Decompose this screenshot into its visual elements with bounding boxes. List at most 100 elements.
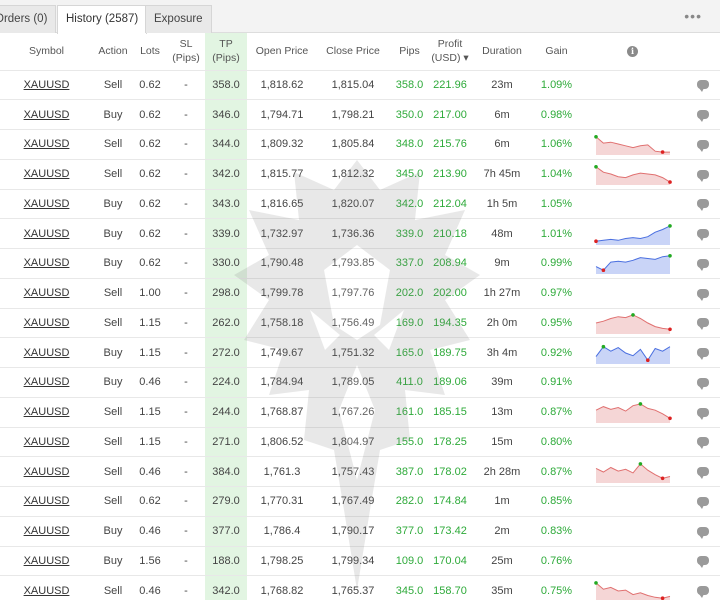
col-header-duration[interactable]: Duration bbox=[482, 45, 522, 58]
symbol-cell[interactable]: XAUUSD bbox=[0, 307, 93, 338]
symbol-cell[interactable]: XAUUSD bbox=[0, 158, 93, 189]
col-header-close-price[interactable]: Close Price bbox=[326, 45, 380, 58]
tab-orders[interactable]: Orders (0) bbox=[0, 5, 57, 33]
lots-cell: 0.62 bbox=[133, 129, 167, 160]
symbol-cell[interactable]: XAUUSD bbox=[0, 426, 93, 457]
table-row[interactable]: XAUUSD Sell 1.15-244.0 1,768.87 1,767.26 161.… bbox=[0, 396, 720, 427]
symbol-cell[interactable]: XAUUSD bbox=[0, 69, 93, 100]
symbol-cell[interactable]: XAUUSD bbox=[0, 277, 93, 308]
comment-icon[interactable] bbox=[697, 258, 709, 271]
gain-cell: 0.83% bbox=[534, 515, 579, 546]
comment-icon[interactable] bbox=[697, 407, 709, 420]
comment-icon[interactable] bbox=[697, 467, 709, 480]
symbol-cell[interactable]: XAUUSD bbox=[0, 456, 93, 487]
table-row[interactable]: XAUUSD Sell 1.15-271.0 1,806.52 1,804.97 155.… bbox=[0, 426, 720, 457]
table-row[interactable]: XAUUSD Sell 0.62-279.0 1,770.31 1,767.49 282.… bbox=[0, 486, 720, 517]
sparkline-chart bbox=[593, 580, 670, 600]
table-row[interactable]: XAUUSD Sell 0.62-342.0 1,815.77 1,812.32 345.… bbox=[0, 158, 720, 189]
symbol-cell[interactable]: XAUUSD bbox=[0, 515, 93, 546]
comment-icon[interactable] bbox=[697, 556, 709, 569]
table-row[interactable]: XAUUSD Sell 0.62-358.0 1,818.62 1,815.04 358.… bbox=[0, 69, 720, 100]
col-header-comment bbox=[686, 33, 720, 70]
symbol-cell[interactable]: XAUUSD bbox=[0, 486, 93, 517]
sl-cell: - bbox=[167, 69, 205, 100]
col-header-symbol[interactable]: Symbol bbox=[28, 45, 64, 58]
mini-chart-cell bbox=[579, 158, 686, 189]
sl-cell: - bbox=[167, 188, 205, 219]
symbol-cell[interactable]: XAUUSD bbox=[0, 545, 93, 576]
mini-chart-cell bbox=[579, 367, 686, 398]
symbol-cell[interactable]: XAUUSD bbox=[0, 248, 93, 279]
duration-cell: 1h 5m bbox=[470, 188, 534, 219]
tab-history[interactable]: History (2587) bbox=[57, 5, 148, 34]
col-header-action[interactable]: Action bbox=[98, 45, 128, 58]
symbol-cell[interactable]: XAUUSD bbox=[0, 367, 93, 398]
table-row[interactable]: XAUUSD Buy 1.15-272.0 1,749.67 1,751.32 165.0… bbox=[0, 337, 720, 368]
lots-cell: 0.62 bbox=[133, 158, 167, 189]
table-row[interactable]: XAUUSD Sell 0.46-384.0 1,761.3 1,757.43 387.0… bbox=[0, 456, 720, 487]
symbol-cell[interactable]: XAUUSD bbox=[0, 188, 93, 219]
table-row[interactable]: XAUUSD Buy 1.56-188.0 1,798.25 1,799.34 109.0… bbox=[0, 545, 720, 576]
col-header-info[interactable]: i bbox=[579, 33, 686, 70]
col-header-pips[interactable]: Pips bbox=[399, 45, 420, 58]
table-row[interactable]: XAUUSD Sell 0.62-344.0 1,809.32 1,805.84 348.… bbox=[0, 129, 720, 160]
comment-icon[interactable] bbox=[697, 139, 709, 152]
info-icon[interactable]: i bbox=[627, 46, 638, 58]
table-row[interactable]: XAUUSD Buy 0.46-377.0 1,786.4 1,790.17 377.0 1… bbox=[0, 515, 720, 546]
col-header-lots[interactable]: Lots bbox=[140, 45, 160, 58]
tab-exposure[interactable]: Exposure bbox=[145, 5, 212, 33]
comment-icon[interactable] bbox=[697, 288, 709, 301]
table-row[interactable]: XAUUSD Buy 0.46-224.0 1,784.94 1,789.05 411.0… bbox=[0, 367, 720, 398]
comment-icon[interactable] bbox=[697, 169, 709, 182]
duration-cell: 6m bbox=[470, 129, 534, 160]
table-row[interactable]: XAUUSD Sell 1.00-298.0 1,799.78 1,797.76 202.… bbox=[0, 277, 720, 308]
duration-cell: 35m bbox=[470, 575, 534, 600]
col-header-gain[interactable]: Gain bbox=[545, 45, 568, 58]
comment-icon[interactable] bbox=[697, 229, 709, 242]
col-header-open-price[interactable]: Open Price bbox=[255, 45, 309, 58]
sort-desc-icon[interactable]: ▾ bbox=[463, 52, 469, 65]
comment-icon[interactable] bbox=[697, 80, 709, 93]
sl-cell: - bbox=[167, 307, 205, 338]
table-row[interactable]: XAUUSD Buy 0.62-330.0 1,790.48 1,793.85 337.0… bbox=[0, 248, 720, 279]
table-row[interactable]: XAUUSD Buy 0.62-339.0 1,732.97 1,736.36 339.0… bbox=[0, 218, 720, 249]
comment-icon[interactable] bbox=[697, 348, 709, 361]
table-row[interactable]: XAUUSD Buy 0.62-343.0 1,816.65 1,820.07 342.0… bbox=[0, 188, 720, 219]
table-row[interactable]: XAUUSD Sell 0.46-342.0 1,768.82 1,765.37 345.… bbox=[0, 575, 720, 600]
sparkline-area bbox=[595, 256, 670, 275]
gain-cell: 0.80% bbox=[534, 426, 579, 457]
comment-icon[interactable] bbox=[697, 586, 709, 599]
lots-cell: 1.15 bbox=[133, 307, 167, 338]
comment-cell bbox=[686, 545, 720, 576]
symbol-cell[interactable]: XAUUSD bbox=[0, 218, 93, 249]
comment-cell bbox=[686, 69, 720, 100]
symbol-cell[interactable]: XAUUSD bbox=[0, 575, 93, 600]
comment-icon[interactable] bbox=[697, 437, 709, 450]
symbol-cell[interactable]: XAUUSD bbox=[0, 396, 93, 427]
table-row[interactable]: XAUUSD Sell 1.15-262.0 1,758.18 1,756.49 169.… bbox=[0, 307, 720, 338]
duration-cell: 25m bbox=[470, 545, 534, 576]
action-cell: Buy bbox=[93, 188, 133, 219]
comment-icon[interactable] bbox=[697, 318, 709, 331]
more-options-icon[interactable]: ••• bbox=[684, 8, 702, 24]
comment-icon[interactable] bbox=[697, 526, 709, 539]
comment-icon[interactable] bbox=[697, 377, 709, 390]
symbol-cell[interactable]: XAUUSD bbox=[0, 337, 93, 368]
sl-cell: - bbox=[167, 218, 205, 249]
sparkline-line bbox=[595, 255, 670, 272]
tp-cell: 358.0 bbox=[205, 69, 247, 100]
comment-icon[interactable] bbox=[697, 110, 709, 123]
col-header-tp[interactable]: TP (Pips) bbox=[205, 33, 247, 70]
col-header-sl[interactable]: SL (Pips) bbox=[172, 38, 200, 65]
comment-icon[interactable] bbox=[697, 199, 709, 212]
sl-cell: - bbox=[167, 158, 205, 189]
symbol-cell[interactable]: XAUUSD bbox=[0, 99, 93, 130]
comment-icon[interactable] bbox=[697, 496, 709, 509]
col-header-profit[interactable]: Profit (USD) ▾ bbox=[431, 38, 469, 65]
profit-cell: 178.25 bbox=[430, 426, 470, 457]
table-row[interactable]: XAUUSD Buy 0.62-346.0 1,794.71 1,798.21 350.0… bbox=[0, 99, 720, 130]
sparkline-min-point bbox=[601, 268, 605, 273]
action-cell: Buy bbox=[93, 99, 133, 130]
symbol-cell[interactable]: XAUUSD bbox=[0, 129, 93, 160]
comment-cell bbox=[686, 129, 720, 160]
